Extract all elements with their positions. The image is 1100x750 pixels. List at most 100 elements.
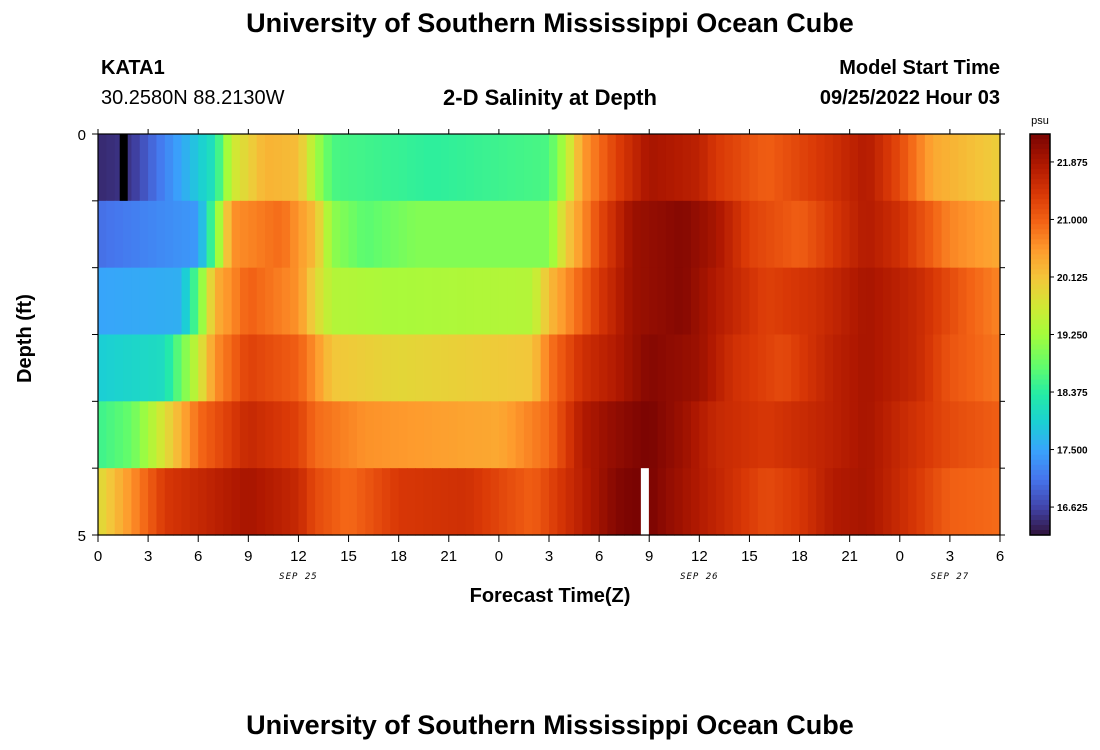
heatmap-cell xyxy=(290,200,300,269)
heatmap-cell xyxy=(323,468,333,536)
heatmap-cell xyxy=(624,134,634,202)
heatmap-cell xyxy=(974,334,984,402)
heatmap-cell xyxy=(916,267,926,336)
model-start-time: 09/25/2022 Hour 03 xyxy=(819,87,1000,109)
colorbar-swatch xyxy=(1030,434,1050,441)
heatmap-cell xyxy=(306,334,316,402)
heatmap-cell xyxy=(465,200,475,269)
heatmap-cell xyxy=(549,468,558,536)
heatmap-cell xyxy=(640,134,650,202)
colorbar-swatch xyxy=(1030,414,1050,421)
heatmap-cell xyxy=(724,334,734,402)
heatmap-cell xyxy=(757,267,767,336)
heatmap-cell xyxy=(273,134,283,202)
heatmap-cell xyxy=(933,401,943,469)
heatmap-cell xyxy=(381,267,391,336)
heatmap-cell xyxy=(106,401,116,469)
colorbar-swatch xyxy=(1030,184,1050,190)
y-tick-label: 0 xyxy=(78,127,86,144)
heatmap-cell xyxy=(933,134,943,202)
heatmap-cell xyxy=(874,334,884,402)
heatmap-cell xyxy=(532,267,542,336)
x-tick-label: 21 xyxy=(841,548,858,565)
heatmap-cell xyxy=(131,334,141,402)
colorbar-swatch xyxy=(1030,519,1050,526)
heatmap-cell xyxy=(290,334,300,402)
heatmap-cell xyxy=(632,200,642,269)
heatmap-cell xyxy=(741,200,751,269)
heatmap-cell xyxy=(123,334,133,402)
heatmap-cell xyxy=(173,468,183,536)
x-tick-label: 0 xyxy=(896,548,904,565)
heatmap-cell xyxy=(298,267,308,336)
heatmap-cell xyxy=(365,468,375,536)
heatmap-cell xyxy=(866,334,876,402)
heatmap-cell xyxy=(799,200,809,269)
heatmap-cell xyxy=(365,200,375,269)
colorbar: psu 21.875 21.000 20.125 19.250 18.375 17.500 1… xyxy=(1029,115,1088,536)
colorbar-swatch xyxy=(1030,284,1050,290)
heatmap-cell xyxy=(590,134,600,202)
heatmap-cell xyxy=(473,334,483,402)
heatmap-cell xyxy=(832,200,842,269)
heatmap-cell xyxy=(398,267,408,336)
colorbar-swatch xyxy=(1030,299,1050,306)
colorbar-swatch xyxy=(1030,484,1050,491)
heatmap-cell xyxy=(774,267,784,336)
heatmap-cell xyxy=(866,200,876,269)
heatmap-cell xyxy=(515,401,525,469)
heatmap-cell xyxy=(98,267,107,336)
heatmap-cell xyxy=(557,267,567,336)
station-id: KATA1 xyxy=(101,57,165,79)
heatmap-cell xyxy=(532,334,542,402)
heatmap-cell xyxy=(565,267,575,336)
heatmap-cell xyxy=(974,267,984,336)
heatmap-cell xyxy=(448,468,458,536)
heatmap-cell xyxy=(156,401,166,469)
heatmap-cell xyxy=(273,334,283,402)
heatmap-cell xyxy=(248,200,258,269)
heatmap-cell xyxy=(390,468,400,536)
heatmap-cell xyxy=(298,334,308,402)
heatmap-cell xyxy=(749,401,759,469)
heatmap-cell xyxy=(582,401,592,469)
heatmap-cell xyxy=(440,200,450,269)
heatmap-cell xyxy=(741,334,751,402)
heatmap-cell xyxy=(933,267,943,336)
heatmap-cell xyxy=(189,267,199,336)
heatmap-cell xyxy=(98,200,107,269)
colorbar-swatch xyxy=(1030,349,1050,356)
heatmap-cell xyxy=(724,134,734,202)
heatmap-cell xyxy=(766,200,776,269)
heatmap-cell xyxy=(891,134,901,202)
heatmap-cell xyxy=(331,267,341,336)
heatmap-cell xyxy=(782,401,792,469)
heatmap-cell xyxy=(649,334,659,402)
heatmap-cell xyxy=(632,334,642,402)
heatmap-cell xyxy=(123,468,133,536)
heatmap-cell xyxy=(281,468,291,536)
heatmap-cell xyxy=(557,200,567,269)
heatmap-cell xyxy=(958,401,968,469)
heatmap-cell xyxy=(139,134,149,202)
heatmap-cell xyxy=(716,134,725,202)
heatmap-cell xyxy=(189,134,199,202)
heatmap-cell xyxy=(114,468,124,536)
heatmap-cell xyxy=(557,401,567,469)
page-title: University of Southern Mississippi Ocean… xyxy=(246,8,854,38)
heatmap-cell xyxy=(916,468,926,536)
heatmap-cell xyxy=(782,267,792,336)
heatmap-cell xyxy=(281,267,291,336)
heatmap-cell xyxy=(565,468,575,536)
heatmap-cell xyxy=(958,334,968,402)
x-tick-label: 0 xyxy=(495,548,503,565)
colorbar-swatch xyxy=(1030,219,1050,225)
heatmap-cell xyxy=(741,468,751,536)
colorbar-swatch xyxy=(1030,149,1050,155)
heatmap-cell xyxy=(139,401,149,469)
heatmap-cell xyxy=(181,134,191,202)
heatmap-cell xyxy=(615,134,625,202)
heatmap-cell xyxy=(841,468,851,536)
heatmap-cell xyxy=(173,334,183,402)
colorbar-swatch xyxy=(1030,384,1050,391)
